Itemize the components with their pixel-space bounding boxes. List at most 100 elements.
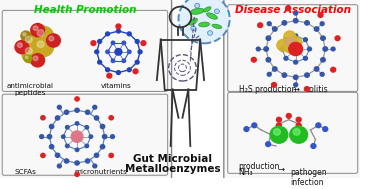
Circle shape: [66, 126, 69, 129]
Circle shape: [286, 38, 296, 47]
Circle shape: [335, 36, 340, 41]
Circle shape: [280, 47, 284, 51]
Circle shape: [270, 126, 288, 143]
Circle shape: [282, 21, 287, 25]
Circle shape: [40, 135, 43, 139]
Circle shape: [116, 24, 121, 29]
Circle shape: [22, 33, 42, 52]
Circle shape: [267, 72, 271, 76]
Circle shape: [293, 19, 298, 23]
Circle shape: [93, 105, 97, 109]
Circle shape: [258, 23, 263, 28]
Circle shape: [316, 123, 321, 128]
Text: antimicrobial
peptides: antimicrobial peptides: [6, 83, 53, 96]
Circle shape: [208, 31, 212, 35]
Circle shape: [272, 83, 276, 87]
Circle shape: [178, 0, 230, 43]
Circle shape: [266, 142, 270, 146]
Circle shape: [107, 73, 112, 78]
Circle shape: [321, 58, 325, 62]
Text: NH₃: NH₃: [239, 168, 253, 177]
Circle shape: [93, 164, 97, 168]
Circle shape: [303, 57, 307, 60]
Circle shape: [103, 135, 107, 139]
Circle shape: [323, 47, 327, 51]
Circle shape: [116, 29, 120, 33]
Circle shape: [89, 135, 93, 138]
Circle shape: [33, 26, 38, 30]
Circle shape: [251, 57, 256, 62]
Circle shape: [24, 55, 32, 62]
Circle shape: [98, 40, 101, 43]
Circle shape: [106, 50, 110, 53]
Circle shape: [75, 172, 79, 176]
Circle shape: [62, 135, 65, 138]
Ellipse shape: [212, 24, 222, 29]
Circle shape: [305, 73, 309, 77]
Circle shape: [286, 6, 291, 11]
Ellipse shape: [189, 18, 197, 25]
Circle shape: [323, 127, 328, 131]
Circle shape: [195, 3, 200, 8]
Ellipse shape: [207, 13, 218, 19]
Circle shape: [290, 126, 307, 143]
Circle shape: [135, 40, 139, 43]
Text: Disease Association: Disease Association: [235, 5, 351, 15]
Circle shape: [267, 22, 271, 26]
Circle shape: [75, 161, 79, 165]
Circle shape: [47, 135, 52, 139]
Circle shape: [320, 22, 324, 26]
Circle shape: [105, 32, 110, 36]
FancyBboxPatch shape: [2, 10, 168, 91]
Circle shape: [321, 36, 325, 40]
Circle shape: [37, 41, 44, 48]
Circle shape: [138, 50, 142, 54]
Circle shape: [116, 71, 120, 74]
Circle shape: [115, 49, 122, 55]
Circle shape: [266, 36, 271, 40]
Circle shape: [91, 41, 96, 46]
Circle shape: [75, 148, 79, 152]
Circle shape: [57, 164, 61, 168]
Circle shape: [95, 50, 99, 54]
Circle shape: [66, 144, 69, 148]
Circle shape: [55, 116, 60, 120]
Circle shape: [49, 124, 54, 129]
Circle shape: [85, 144, 89, 148]
Circle shape: [75, 108, 79, 112]
Circle shape: [49, 145, 54, 149]
Text: colitis: colitis: [306, 85, 328, 94]
Circle shape: [320, 72, 324, 76]
FancyBboxPatch shape: [0, 0, 172, 180]
Circle shape: [273, 129, 280, 135]
Circle shape: [284, 57, 288, 60]
Circle shape: [75, 122, 79, 125]
Circle shape: [85, 126, 89, 129]
Circle shape: [266, 58, 271, 62]
FancyBboxPatch shape: [228, 5, 358, 91]
Circle shape: [109, 116, 114, 120]
Circle shape: [127, 50, 131, 53]
Text: production: production: [239, 162, 280, 171]
Ellipse shape: [203, 7, 211, 12]
Circle shape: [18, 43, 22, 47]
Circle shape: [284, 31, 296, 42]
Text: Gut Microbial: Gut Microbial: [133, 154, 212, 163]
Circle shape: [122, 59, 126, 63]
Circle shape: [141, 41, 146, 46]
Circle shape: [133, 69, 138, 74]
Ellipse shape: [199, 22, 210, 27]
Circle shape: [215, 9, 219, 14]
Circle shape: [31, 54, 45, 67]
Circle shape: [15, 40, 29, 54]
Circle shape: [46, 34, 60, 47]
Circle shape: [55, 153, 60, 157]
Circle shape: [22, 44, 42, 63]
Circle shape: [256, 47, 260, 51]
Circle shape: [282, 73, 287, 77]
Circle shape: [294, 60, 298, 64]
Circle shape: [95, 116, 99, 120]
Circle shape: [277, 40, 289, 51]
Circle shape: [85, 159, 90, 163]
Circle shape: [25, 36, 32, 43]
